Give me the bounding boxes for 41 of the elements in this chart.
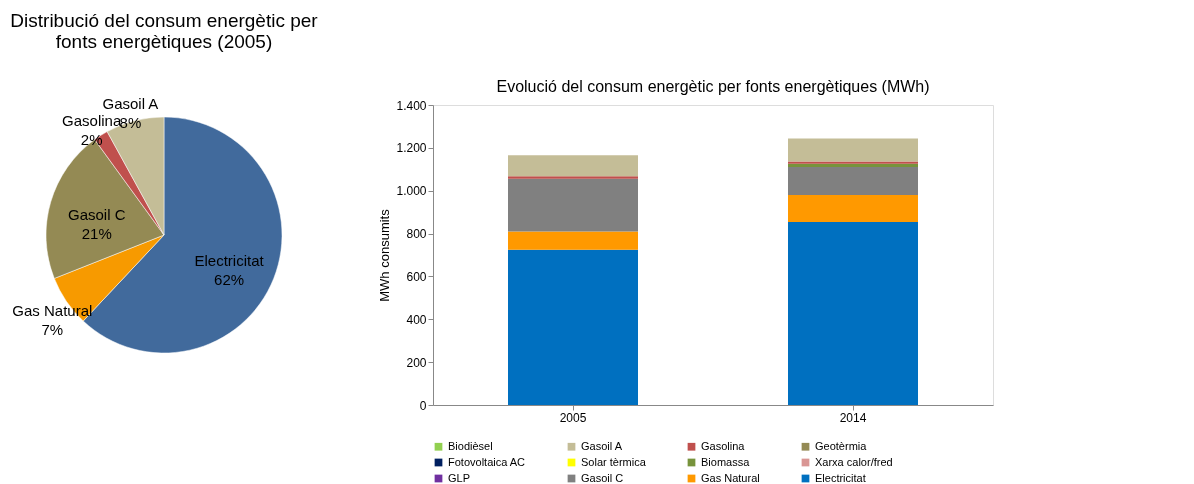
legend-label: Solar tèrmica	[581, 455, 647, 468]
bar	[508, 155, 638, 177]
y-tick-label: 1.000	[396, 184, 427, 199]
legend-label: GLP	[448, 471, 471, 484]
legend-label: Biodièsel	[448, 439, 493, 452]
y-tick-label: 400	[406, 312, 427, 327]
slice-label: Electricitat	[194, 251, 265, 269]
chart-title: Evolució del consum energètic per fonts energètiques (MWh)	[496, 78, 930, 95]
y-tick-label: 0	[419, 398, 427, 413]
bar	[788, 166, 918, 195]
bar	[508, 176, 638, 179]
x-tick-label: 2014	[839, 410, 867, 425]
bar	[508, 249, 638, 405]
data-label: 21%	[81, 225, 112, 243]
legend-label: Gasoil C	[581, 471, 624, 484]
bar	[508, 178, 638, 232]
bar	[788, 138, 918, 162]
y-tick-label: 600	[406, 269, 427, 284]
y-axis-title: MWh consumits	[377, 208, 393, 302]
data-label: 7%	[41, 320, 64, 338]
legend-label: Gas Natural	[701, 471, 760, 484]
slice-label: Gasoil A	[102, 95, 159, 113]
slice-label: Gasoil C	[68, 206, 126, 224]
legend-label: Biomassa	[701, 455, 751, 468]
data-label: 62%	[214, 270, 245, 288]
legend-label: Electricitat	[815, 471, 866, 484]
y-tick-label: 200	[406, 355, 427, 370]
bar	[508, 231, 638, 250]
data-label: 8%	[119, 114, 142, 132]
y-tick-label: 1.400	[396, 98, 427, 113]
chart-title: Distribució del consum energètic per fonts energètiques (2005)	[10, 10, 319, 53]
x-tick-label: 2005	[559, 410, 587, 425]
legend-label: Geotèrmia	[815, 439, 868, 452]
bar	[788, 222, 918, 405]
legend-label: Xarxa calor/fred	[815, 455, 893, 468]
legend-label: Gasoil A	[581, 439, 623, 452]
bar	[788, 195, 918, 222]
legend-label: Fotovoltaica AC	[448, 455, 526, 468]
y-tick-label: 1.200	[396, 141, 427, 156]
y-tick-label: 800	[406, 227, 427, 242]
legend-label: Gasolina	[701, 439, 746, 452]
